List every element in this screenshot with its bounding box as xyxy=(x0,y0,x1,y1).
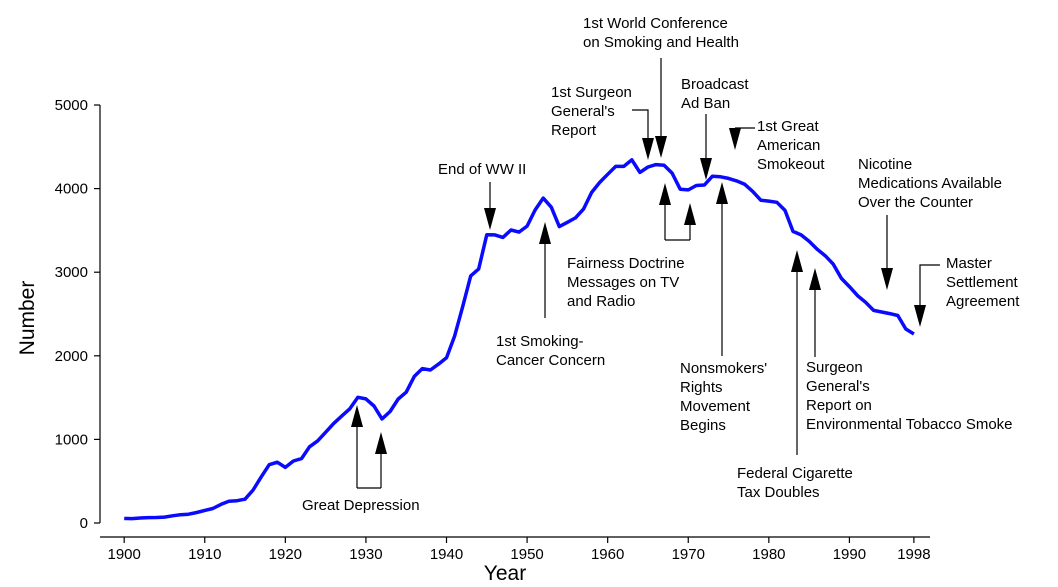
annotation-text: Fairness Doctrine xyxy=(567,255,685,272)
annotation-text: on Smoking and Health xyxy=(583,34,739,51)
x-tick-label: 1998 xyxy=(897,546,930,563)
arrow-head xyxy=(375,432,387,454)
arrow-head xyxy=(484,208,496,230)
x-tick-label: 1920 xyxy=(269,546,302,563)
y-axis-title: Number xyxy=(16,281,39,356)
annotation-text: 1st World Conference xyxy=(583,15,728,32)
arrow-head xyxy=(655,136,667,158)
annotation-text: Broadcast xyxy=(681,76,749,93)
annotation-text: Report on xyxy=(806,397,872,414)
annotation-text: General's xyxy=(806,378,870,395)
y-tick-label: 3000 xyxy=(55,264,88,281)
x-tick-label: 1970 xyxy=(672,546,705,563)
arrow-head xyxy=(700,158,712,180)
x-tick-label: 1940 xyxy=(430,546,463,563)
annotation-text: Environmental Tobacco Smoke xyxy=(806,416,1013,433)
annotation-text: Nicotine xyxy=(858,156,912,173)
annotation-text: Medications Available xyxy=(858,175,1002,192)
arrow-head xyxy=(809,268,821,290)
y-tick-label: 5000 xyxy=(55,97,88,114)
annotation-text: General's xyxy=(551,103,615,120)
arrow-head xyxy=(539,222,551,244)
arrow-head xyxy=(684,203,696,225)
annotation-text: 1st Great xyxy=(757,118,820,135)
y-tick-label: 2000 xyxy=(55,348,88,365)
annotation-text: American xyxy=(757,137,820,154)
arrow-head xyxy=(659,183,671,205)
annotation-text: Movement xyxy=(680,398,751,415)
annotation-text: Settlement xyxy=(946,274,1019,291)
y-tick-label: 4000 xyxy=(55,181,88,198)
annotation-arrow xyxy=(919,264,940,305)
annotation-text: Nonsmokers' xyxy=(680,360,767,377)
annotation-text: 1st Smoking- xyxy=(496,333,584,350)
annotation-text: Report xyxy=(551,122,597,139)
annotation-text: Ad Ban xyxy=(681,95,730,112)
arrow-head xyxy=(351,405,363,427)
x-tick-label: 1950 xyxy=(510,546,543,563)
y-tick-label: 0 xyxy=(80,515,88,532)
annotation-text: Great Depression xyxy=(302,497,420,514)
x-tick-label: 1980 xyxy=(752,546,785,563)
annotation-arrow xyxy=(632,109,649,138)
arrow-head xyxy=(642,138,654,160)
x-tick-label: 1930 xyxy=(349,546,382,563)
annotation-text: Begins xyxy=(680,417,726,434)
annotation-text: Surgeon xyxy=(806,359,863,376)
annotation-text: Cancer Concern xyxy=(496,352,605,369)
arrow-head xyxy=(716,182,728,204)
annotation-text: Tax Doubles xyxy=(737,484,820,501)
arrow-head xyxy=(914,305,926,327)
data-line xyxy=(124,158,915,521)
annotation-text: 1st Surgeon xyxy=(551,84,632,101)
annotation-text: Over the Counter xyxy=(858,194,973,211)
annotation-text: Smokeout xyxy=(757,156,825,173)
x-tick-label: 1900 xyxy=(107,546,140,563)
y-tick-label: 1000 xyxy=(55,431,88,448)
x-axis-title: Year xyxy=(484,562,526,585)
annotation-text: Rights xyxy=(680,379,723,396)
arrow-head xyxy=(881,268,893,290)
x-tick-label: 1910 xyxy=(188,546,221,563)
x-tick-label: 1960 xyxy=(591,546,624,563)
x-tick-label: 1990 xyxy=(833,546,866,563)
arrow-head xyxy=(791,250,803,272)
annotation-text: Messages on TV xyxy=(567,274,679,291)
annotation-text: End of WW II xyxy=(438,161,526,178)
arrow-head xyxy=(729,128,741,150)
annotation-text: Agreement xyxy=(946,293,1020,310)
annotation-text: and Radio xyxy=(567,293,635,310)
annotation-text: Master xyxy=(946,255,992,272)
annotation-text: Federal Cigarette xyxy=(737,465,853,482)
